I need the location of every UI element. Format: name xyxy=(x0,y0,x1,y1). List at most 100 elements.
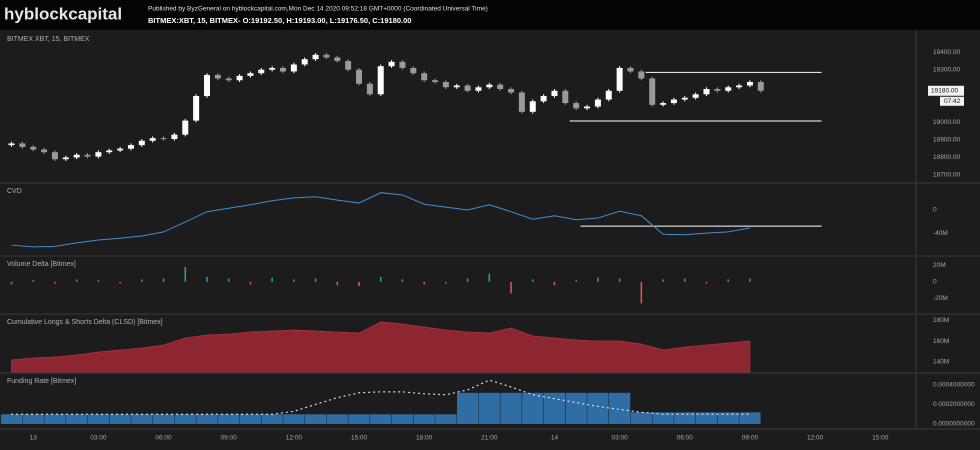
bar xyxy=(456,392,479,425)
x-tick-label: 06:00 xyxy=(155,435,172,442)
bar xyxy=(66,414,88,425)
bar xyxy=(575,280,577,282)
y-tick-label: 160M xyxy=(933,338,949,345)
bar xyxy=(500,392,522,425)
y-tick-label: 18800.00 xyxy=(933,154,960,161)
candle-body xyxy=(540,96,547,102)
candle-body xyxy=(649,78,656,105)
x-tick-label: 12:00 xyxy=(807,435,824,442)
bar xyxy=(261,414,283,425)
candle-body xyxy=(193,96,200,121)
bar xyxy=(22,414,44,425)
candle-body xyxy=(497,84,504,90)
candle-body xyxy=(453,85,460,88)
bar xyxy=(141,279,143,282)
candle-body xyxy=(421,73,428,81)
x-tick-label: 13 xyxy=(30,435,38,442)
candle-body xyxy=(41,149,48,153)
bar xyxy=(304,414,327,425)
candle-body xyxy=(258,69,265,74)
y-tick-label: 0.0000000000 xyxy=(933,421,975,428)
bar xyxy=(162,278,165,282)
bar xyxy=(684,278,686,282)
x-tick-label: 03:00 xyxy=(611,435,628,442)
bar xyxy=(379,276,382,282)
bar xyxy=(695,412,718,425)
candle-body xyxy=(410,67,417,74)
bar xyxy=(119,281,121,284)
bar xyxy=(75,279,78,282)
bar xyxy=(10,281,13,285)
candle-body xyxy=(334,57,341,61)
candle-body xyxy=(508,89,515,93)
candle-body xyxy=(236,75,243,81)
candle-body xyxy=(279,67,286,72)
bar xyxy=(196,414,218,425)
candle-body xyxy=(594,99,601,107)
candle-body xyxy=(573,103,580,109)
bar xyxy=(478,392,500,425)
candle-body xyxy=(616,67,623,91)
candle-body xyxy=(323,54,330,58)
bar xyxy=(32,280,34,282)
candle-body xyxy=(290,64,297,72)
bar xyxy=(206,276,208,282)
candle-body xyxy=(432,80,439,82)
bar xyxy=(109,414,131,425)
bar xyxy=(553,281,556,286)
symbol-line: BITMEX:XBT, 15, BITMEX- O:19192.50, H:19… xyxy=(148,16,411,25)
x-tick-label: 15:00 xyxy=(872,435,889,442)
x-tick-label: 03:00 xyxy=(90,435,107,442)
bar xyxy=(239,414,262,425)
candle-body xyxy=(356,69,363,84)
panel-title: BITMEX XBT, 15, BITMEX xyxy=(7,36,90,43)
candle-body xyxy=(149,138,156,141)
bar xyxy=(597,277,599,282)
x-tick-label: 14 xyxy=(551,435,559,442)
candle-body xyxy=(388,61,395,67)
y-tick-label: 19300.00 xyxy=(933,66,960,73)
bar xyxy=(423,281,425,285)
bar xyxy=(87,414,109,425)
candle-body xyxy=(84,154,91,157)
bar xyxy=(314,278,317,282)
bar xyxy=(609,392,631,425)
candle-body xyxy=(475,87,482,91)
published-line: Published by ByzGeneral on hyblockcapita… xyxy=(148,6,488,13)
bar xyxy=(218,414,240,425)
bar xyxy=(543,392,566,425)
countdown-box xyxy=(940,96,964,106)
candle-body xyxy=(8,143,15,146)
candle-body xyxy=(562,90,569,104)
y-tick-label: 18700.00 xyxy=(933,172,960,179)
bar xyxy=(184,266,187,282)
candle-body xyxy=(247,73,254,76)
clsd-area xyxy=(11,321,751,373)
y-tick-label: -20M xyxy=(933,295,948,302)
candle-body xyxy=(529,101,536,112)
y-tick-label: 0 xyxy=(933,279,937,286)
bar xyxy=(522,392,544,425)
bar xyxy=(413,414,435,425)
bar xyxy=(565,392,587,425)
candle-body xyxy=(627,67,634,72)
bar xyxy=(227,278,230,282)
bar xyxy=(705,281,708,284)
x-tick-label: 18:00 xyxy=(416,435,433,442)
x-tick-label: 09:00 xyxy=(221,435,238,442)
candle-body xyxy=(486,84,493,88)
cvd-line xyxy=(11,192,751,248)
candle-body xyxy=(95,152,102,157)
candle-body xyxy=(551,90,558,97)
candle-body xyxy=(757,82,764,91)
candle-body xyxy=(301,59,308,65)
candle-body xyxy=(171,134,178,140)
price-label: 19180.00 xyxy=(931,87,958,94)
candle-body xyxy=(736,85,743,88)
candle-body xyxy=(127,145,134,149)
bar xyxy=(445,281,447,284)
bar xyxy=(587,392,609,425)
x-tick-label: 15:00 xyxy=(351,435,368,442)
candle-body xyxy=(725,87,732,91)
y-tick-label: 18900.00 xyxy=(933,137,960,144)
